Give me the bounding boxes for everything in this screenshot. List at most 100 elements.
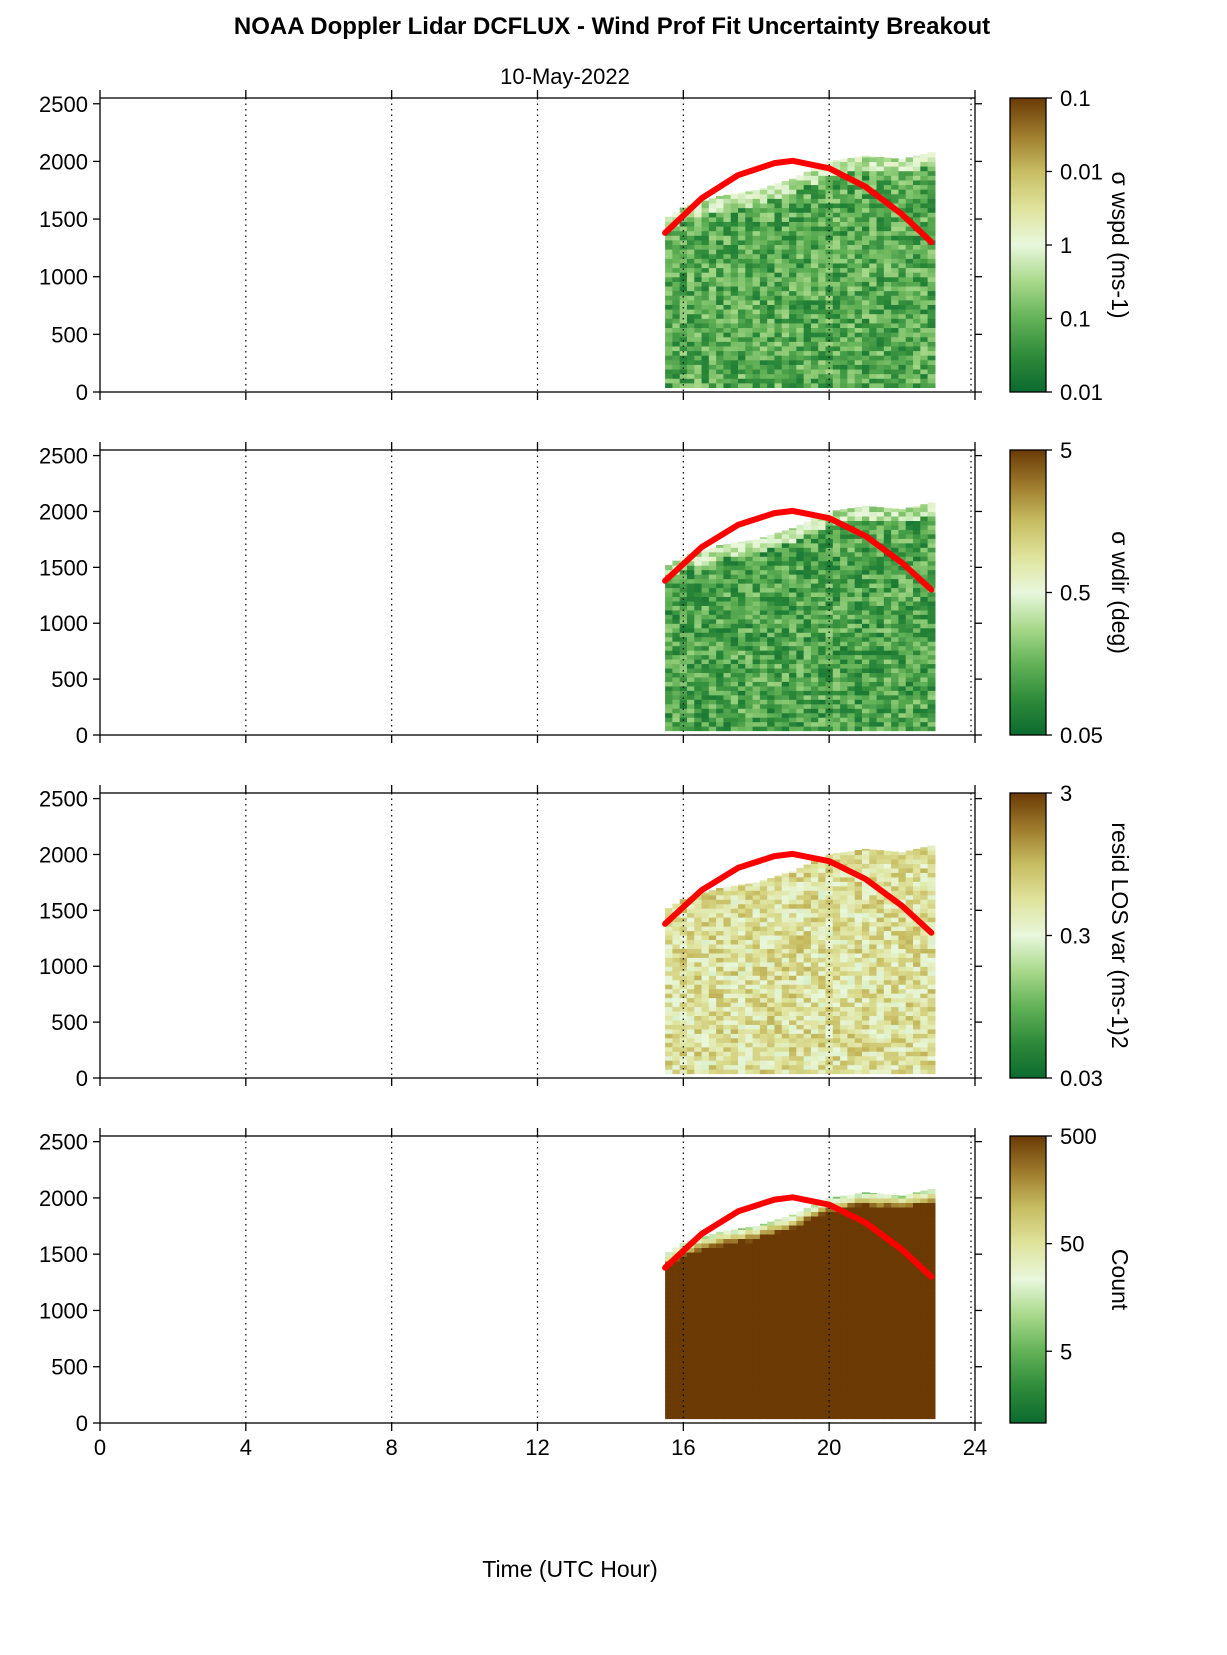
heatmap-cell (876, 1006, 885, 1012)
heatmap-cell (825, 267, 834, 273)
heatmap-cell (738, 313, 746, 319)
heatmap-cell (810, 295, 819, 301)
heatmap-cell (883, 295, 892, 301)
heatmap-cell (869, 235, 878, 241)
heatmap-cell (701, 663, 710, 669)
heatmap-cell (767, 290, 776, 296)
heatmap-cell (789, 712, 797, 718)
heatmap-cell (774, 881, 783, 887)
heatmap-cell (781, 322, 790, 329)
heatmap-cell (672, 1002, 681, 1008)
heatmap-cell (840, 359, 848, 365)
heatmap-cell (694, 1006, 703, 1012)
heatmap-cell (716, 961, 725, 967)
heatmap-cell (745, 632, 754, 638)
heatmap-cell (708, 641, 717, 647)
heatmap-cell (883, 917, 892, 923)
heatmap-cell (891, 1010, 900, 1017)
heatmap-cell (913, 515, 921, 522)
heatmap-cell (774, 378, 783, 384)
heatmap-cell (789, 890, 797, 896)
heatmap-cell (665, 694, 673, 700)
heatmap-cell (789, 290, 797, 296)
heatmap-cell (832, 930, 841, 936)
heatmap-cell (752, 961, 761, 967)
heatmap-cell (752, 378, 761, 384)
heatmap-cell (869, 285, 878, 292)
heatmap-cell (898, 511, 907, 517)
heatmap-cell (840, 984, 848, 990)
heatmap-cell (927, 708, 936, 714)
heatmap-cell (716, 618, 725, 624)
heatmap-cell (913, 505, 921, 508)
heatmap-cell (854, 1015, 863, 1021)
heatmap-cell (832, 341, 841, 347)
heatmap-cell (774, 272, 783, 278)
heatmap-cell (730, 885, 739, 891)
heatmap-cell (913, 632, 921, 638)
heatmap-cell (701, 569, 710, 575)
heatmap-cell (898, 285, 907, 292)
heatmap-cell (847, 355, 856, 361)
heatmap-cell (825, 230, 834, 236)
heatmap-cell (847, 202, 856, 209)
heatmap-cell (832, 627, 841, 633)
heatmap-cell (789, 694, 797, 700)
heatmap-cell (854, 596, 863, 602)
heatmap-cell (832, 529, 841, 535)
heatmap-cell (789, 984, 797, 990)
heatmap-cell (905, 515, 914, 522)
heatmap-cell (672, 355, 681, 361)
heatmap-cell (818, 547, 827, 553)
heatmap-cell (832, 318, 841, 324)
heatmap-cell (883, 645, 892, 651)
heatmap-cell (854, 272, 863, 278)
heatmap-cell (927, 685, 936, 691)
heatmap-cell (818, 538, 827, 544)
heatmap-cell (927, 308, 936, 315)
heatmap-cell (723, 926, 732, 932)
heatmap-cell (861, 894, 870, 900)
heatmap-cell (803, 267, 812, 273)
heatmap-cell (745, 313, 754, 319)
heatmap-cell (665, 1010, 673, 1017)
heatmap-cell (913, 175, 921, 181)
heatmap-cell (730, 667, 739, 674)
heatmap-cell (789, 876, 797, 882)
heatmap-cell (861, 645, 870, 651)
heatmap-cell (832, 712, 841, 718)
heatmap-cell (781, 952, 790, 958)
heatmap-cell (708, 355, 717, 361)
heatmap-cell (672, 249, 681, 255)
heatmap-cell (810, 917, 819, 923)
heatmap-cell (781, 1069, 790, 1075)
heatmap-cell (891, 336, 900, 342)
heatmap-cell (913, 533, 921, 539)
heatmap-cell (774, 970, 783, 976)
heatmap-cell (891, 903, 900, 909)
heatmap-cell (752, 623, 761, 629)
heatmap-cell (840, 852, 848, 856)
heatmap-cell (774, 373, 783, 379)
heatmap-cell (818, 1069, 827, 1075)
heatmap-cell (701, 627, 710, 633)
heatmap-cell (840, 934, 848, 941)
heatmap-cell (840, 1019, 848, 1025)
heatmap-cell (767, 926, 776, 932)
heatmap-cell (876, 699, 885, 705)
heatmap-cell (781, 873, 790, 878)
heatmap-cell (869, 943, 878, 949)
heatmap-cell (679, 364, 688, 370)
heatmap-cell (818, 520, 827, 526)
heatmap-cell (898, 565, 907, 571)
heatmap-cell (847, 368, 856, 375)
heatmap-cell (927, 717, 936, 723)
heatmap-cell (840, 179, 848, 186)
heatmap-cell (891, 170, 900, 176)
heatmap-cell (898, 359, 907, 365)
heatmap-cell (810, 221, 819, 227)
heatmap-cell (796, 1051, 805, 1057)
heatmap-cell (759, 1055, 768, 1061)
heatmap-cell (745, 676, 754, 682)
heatmap-cell (810, 948, 819, 954)
